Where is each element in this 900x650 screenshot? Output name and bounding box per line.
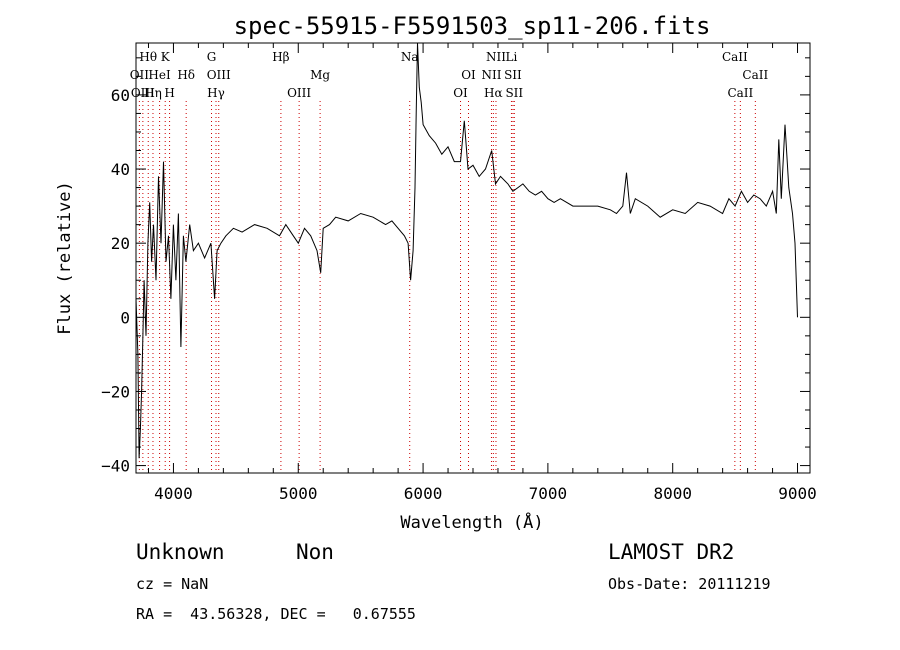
spectral-line-label: HeI	[148, 68, 171, 82]
obs-date-text: Obs-Date: 20111219	[608, 575, 771, 593]
redshift-text: cz = NaN	[136, 575, 209, 593]
spectral-line-label: Hα	[484, 86, 503, 100]
spectral-line-label: OI	[453, 86, 468, 100]
spectral-line-label: Na	[401, 50, 419, 64]
spectral-line-label: CaII	[727, 86, 753, 100]
x-tick-label: 6000	[404, 484, 443, 503]
y-tick-label: 0	[120, 308, 130, 327]
x-axis-label: Wavelength (Å)	[400, 511, 543, 533]
y-axis-label: Flux (relative)	[55, 181, 75, 335]
x-tick-label: 4000	[154, 484, 193, 503]
spectral-line-label: OIII	[287, 86, 311, 100]
spectral-line-label: Hγ	[207, 86, 225, 100]
x-tick-label: 9000	[778, 484, 817, 503]
spectral-line-label: OI	[461, 68, 476, 82]
y-tick-label: 20	[111, 234, 130, 253]
survey-label: LAMOST DR2	[608, 540, 735, 564]
x-tick-label: 8000	[653, 484, 692, 503]
y-tick-label: 40	[111, 160, 130, 179]
spectral-line-label: CaII	[742, 68, 768, 82]
spectral-line-label: NII	[481, 68, 501, 82]
spectrum-line	[135, 42, 798, 459]
spectral-line-label: OIII	[207, 68, 231, 82]
x-tick-label: 7000	[529, 484, 568, 503]
y-tick-label: −40	[101, 457, 130, 476]
spectral-line-label: Hη	[144, 86, 162, 100]
x-tick-label: 5000	[279, 484, 318, 503]
spectral-line-label: CaII	[722, 50, 748, 64]
spectral-line-label: Hδ	[177, 68, 195, 82]
x-axis: 4000 5000 6000 7000 8000 9000	[147, 43, 817, 503]
spectral-line-label: K	[161, 50, 171, 64]
spectral-line-label: SII	[505, 86, 523, 100]
chart-title: spec-55915-F5591503_sp11-206.fits	[234, 12, 711, 40]
spectral-line-label: OIII	[131, 86, 155, 100]
spectral-line-label: SII	[504, 68, 522, 82]
spectral-line-label: Hβ	[272, 50, 289, 64]
spectral-line-label: Hθ	[139, 50, 157, 64]
spectral-line-label: Li	[506, 50, 518, 64]
y-tick-label: 60	[111, 86, 130, 105]
spectral-line-label: Mg	[310, 68, 330, 82]
y-axis: −40 −20 0 20 40 60	[101, 57, 810, 476]
object-class: Unknown	[136, 540, 225, 564]
spectral-line-label: OII	[130, 68, 150, 82]
coordinates-text: RA = 43.56328, DEC = 0.67555	[136, 605, 416, 623]
spectral-line-label: H	[164, 86, 174, 100]
spectral-line-label: G	[207, 50, 217, 64]
plot-frame	[135, 42, 811, 474]
spectral-line-label: NII	[486, 50, 506, 64]
object-subclass: Non	[296, 540, 334, 564]
y-tick-label: −20	[101, 382, 130, 401]
